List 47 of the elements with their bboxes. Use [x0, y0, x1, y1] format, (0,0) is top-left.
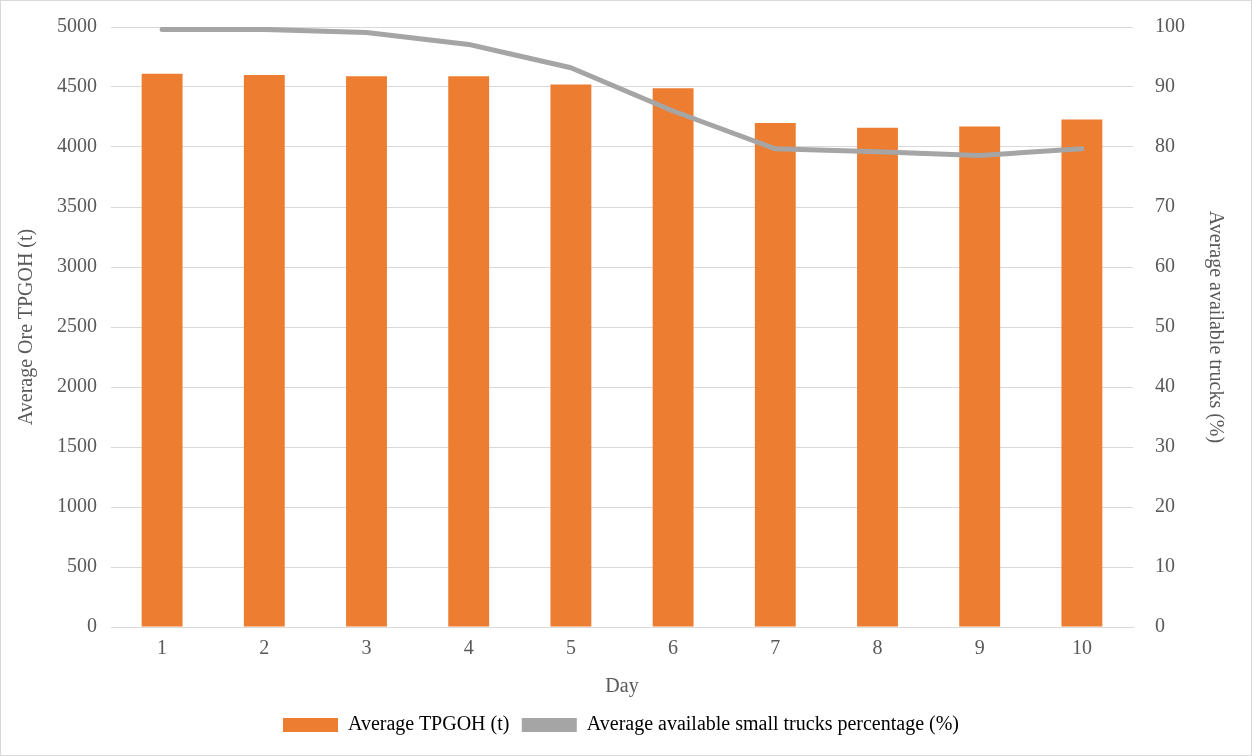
y2-tick-label: 30	[1155, 434, 1175, 457]
bar	[141, 73, 183, 627]
y-tick-label: 4000	[57, 134, 97, 157]
y-tick-label: 3500	[57, 194, 97, 217]
y2-tick-label: 50	[1155, 314, 1175, 337]
bar	[550, 84, 592, 627]
bar	[243, 75, 285, 627]
y-tick-label: 3000	[57, 254, 97, 277]
bar	[652, 88, 694, 627]
y-tick-label: 1000	[57, 494, 97, 517]
y2-tick-label: 100	[1155, 14, 1185, 37]
bar	[857, 127, 898, 627]
y-tick-label: 2000	[57, 374, 97, 397]
y-tick-label: 0	[87, 614, 97, 637]
y2-tick-label: 20	[1155, 494, 1175, 517]
y2-tick-label: 80	[1155, 134, 1175, 157]
x-tick-label: 2	[259, 636, 270, 659]
bar	[1061, 119, 1103, 627]
y2-tick-label: 70	[1155, 194, 1175, 217]
y-tick-label: 500	[67, 554, 97, 577]
y2-tick-label: 40	[1155, 374, 1175, 397]
y2-axis-title: Average available trucks (%)	[1204, 210, 1228, 444]
x-tick-label: 9	[974, 636, 985, 659]
x-axis-title: Day	[605, 674, 639, 698]
x-tick-label: 4	[463, 636, 474, 659]
y2-tick-label: 0	[1155, 614, 1165, 637]
x-tick-label: 10	[1071, 636, 1092, 659]
y-tick-label: 2500	[57, 314, 97, 337]
bar	[448, 76, 490, 627]
y-tick-label: 4500	[57, 74, 97, 97]
x-tick-label: 3	[361, 636, 372, 659]
x-tick-label: 5	[565, 636, 576, 659]
x-tick-label: 6	[668, 636, 679, 659]
y2-tick-label: 10	[1155, 554, 1175, 577]
bar	[959, 126, 1001, 627]
y-axis-title: Average Ore TPGOH (t)	[14, 228, 38, 426]
legend-label: Average TPGOH (t)	[347, 712, 510, 736]
legend-label: Average available small trucks percentage (%)	[586, 712, 960, 736]
x-tick-label: 7	[770, 636, 781, 659]
x-tick-label: 8	[872, 636, 883, 659]
y2-tick-label: 90	[1155, 74, 1175, 97]
bar	[754, 123, 796, 627]
y-tick-label: 1500	[57, 434, 97, 457]
bar	[346, 76, 387, 627]
y2-tick-label: 60	[1155, 254, 1175, 277]
y-tick-label: 5000	[57, 14, 97, 37]
x-tick-label: 1	[157, 636, 168, 659]
